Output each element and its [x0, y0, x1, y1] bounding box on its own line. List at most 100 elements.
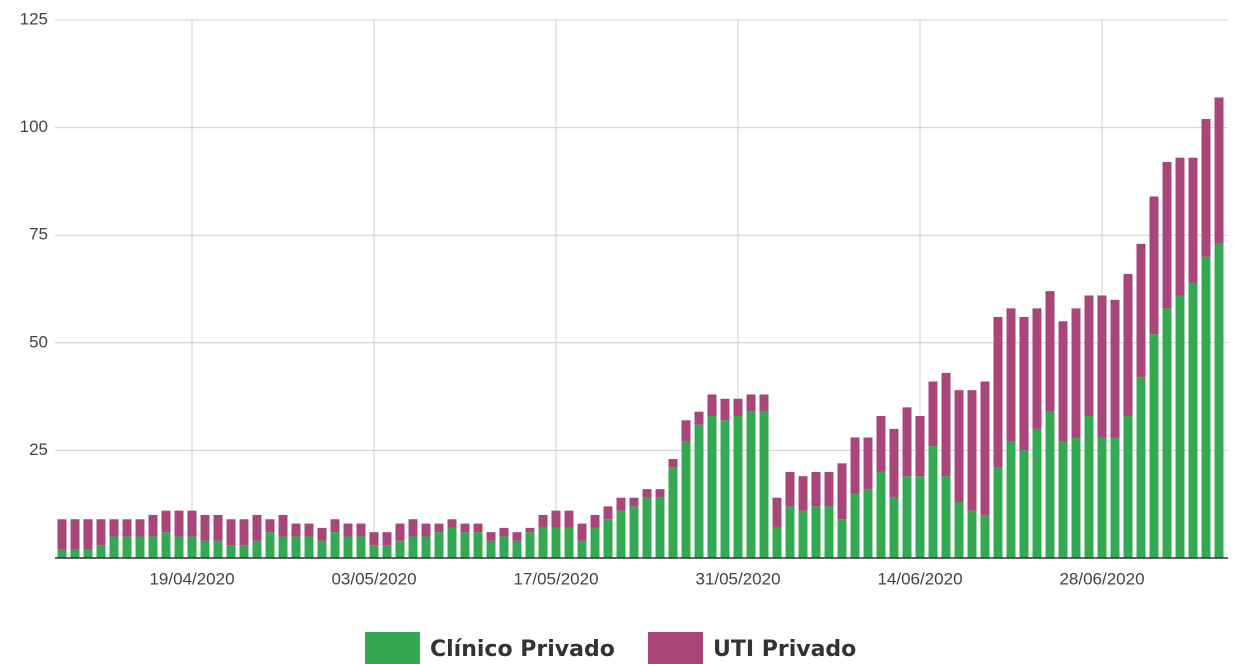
- bar: [590, 514, 600, 528]
- bar: [993, 467, 1003, 558]
- bar: [395, 540, 405, 558]
- y-tick-label: 25: [29, 440, 48, 459]
- bar: [993, 316, 1003, 468]
- bar: [824, 506, 834, 558]
- bar: [226, 519, 236, 546]
- bar: [239, 545, 249, 558]
- bar: [928, 446, 938, 558]
- bar: [1045, 291, 1055, 412]
- bar: [655, 489, 665, 498]
- bar: [720, 398, 730, 421]
- bar: [629, 497, 639, 507]
- bar: [369, 532, 379, 546]
- bar: [824, 471, 834, 507]
- bar: [213, 514, 223, 541]
- bar: [941, 476, 951, 558]
- bar: [486, 532, 496, 541]
- bar: [1188, 282, 1198, 558]
- bar: [304, 536, 314, 558]
- bar: [96, 545, 106, 558]
- bar: [343, 536, 353, 558]
- bar: [876, 415, 886, 472]
- y-tick-label: 125: [20, 9, 48, 28]
- bar: [226, 545, 236, 558]
- bar: [564, 510, 574, 528]
- bar: [70, 549, 80, 558]
- bar: [811, 471, 821, 507]
- bar: [603, 506, 613, 520]
- bar: [174, 536, 184, 558]
- bar: [746, 411, 756, 558]
- bar: [473, 523, 483, 533]
- bar: [564, 527, 574, 558]
- bar: [1201, 118, 1211, 257]
- bar: [876, 471, 886, 558]
- bar: [265, 532, 275, 558]
- bar: [551, 510, 561, 528]
- bar: [616, 510, 626, 558]
- bar: [369, 545, 379, 558]
- bar: [525, 527, 535, 533]
- bar: [1136, 243, 1146, 378]
- bar: [395, 523, 405, 541]
- x-tick-label: 14/06/2020: [877, 569, 962, 588]
- bar: [668, 467, 678, 558]
- bar: [317, 527, 327, 541]
- bar: [694, 411, 704, 425]
- bar: [941, 372, 951, 477]
- legend-label: UTI Privado: [713, 637, 856, 662]
- y-tick-label: 75: [29, 225, 48, 244]
- bar: [1084, 415, 1094, 558]
- bar: [239, 519, 249, 546]
- bar: [408, 536, 418, 558]
- bar: [538, 527, 548, 558]
- bar: [96, 519, 106, 546]
- bar: [551, 527, 561, 558]
- bar: [317, 540, 327, 558]
- bar: [616, 497, 626, 511]
- bar: [980, 381, 990, 515]
- bar: [148, 514, 158, 537]
- bar: [1110, 299, 1120, 438]
- bar: [187, 536, 197, 558]
- bar: [1006, 308, 1016, 442]
- bar: [980, 514, 990, 558]
- bar: [252, 540, 262, 558]
- bar: [512, 532, 522, 541]
- x-tick-label: 31/05/2020: [695, 569, 780, 588]
- bar: [1175, 157, 1185, 296]
- bar: [408, 519, 418, 537]
- bar: [57, 549, 67, 558]
- bar: [577, 523, 587, 541]
- bar: [1058, 321, 1068, 442]
- bar: [928, 381, 938, 447]
- bar: [746, 394, 756, 412]
- legend-label: Clínico Privado: [430, 637, 615, 662]
- bar: [460, 532, 470, 558]
- bar: [1006, 441, 1016, 558]
- bar: [967, 390, 977, 511]
- bar: [122, 519, 132, 537]
- bar: [265, 519, 275, 533]
- bar: [161, 510, 171, 533]
- bar: [837, 519, 847, 558]
- bar: [681, 441, 691, 558]
- bar: [837, 463, 847, 520]
- bar: [889, 497, 899, 558]
- bar: [811, 506, 821, 558]
- bar: [1123, 273, 1133, 416]
- bar: [915, 476, 925, 558]
- bar: [135, 519, 145, 537]
- bar: [434, 523, 444, 533]
- bar: [356, 523, 366, 537]
- bar: [512, 540, 522, 558]
- bar: [668, 459, 678, 468]
- bar: [499, 536, 509, 558]
- x-tick-label: 28/06/2020: [1059, 569, 1144, 588]
- bar: [1097, 437, 1107, 558]
- bar: [1214, 97, 1224, 244]
- bar: [278, 536, 288, 558]
- bar: [902, 476, 912, 558]
- bar: [525, 532, 535, 558]
- bar: [1123, 415, 1133, 558]
